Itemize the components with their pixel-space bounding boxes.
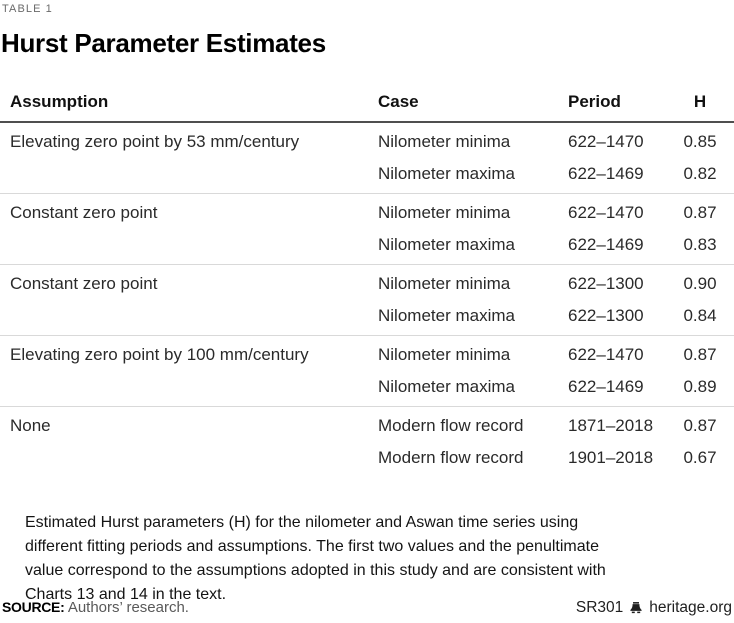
note-line: value correspond to the assumptions adop…: [25, 561, 606, 579]
table-row: Constant zero point Nilometer minima 622…: [0, 264, 734, 300]
table-number-label: TABLE 1: [2, 3, 53, 15]
header-row: Assumption Case Period H: [0, 85, 734, 123]
note-line: Charts 13 and 14 in the text.: [25, 585, 227, 603]
h-value-cell: 0.89: [683, 376, 717, 396]
table-row: Elevating zero point by 100 mm/century N…: [0, 335, 734, 371]
period-cell: 622–1470: [568, 344, 644, 364]
h-value-cell: 0.87: [683, 344, 717, 364]
period-cell: 622–1470: [568, 131, 644, 151]
case-cell: Nilometer minima: [378, 273, 511, 293]
table-row: Nilometer maxima 622–1469 0.89: [0, 371, 734, 407]
table-row: Constant zero point Nilometer minima 622…: [0, 193, 734, 229]
h-value-cell: 0.87: [683, 415, 717, 435]
case-cell: Nilometer maxima: [378, 376, 515, 396]
footer: SOURCE: Authors’ research. SR301 heritag…: [2, 599, 732, 617]
h-value-cell: 0.82: [683, 163, 717, 183]
footer-brand: SR301 heritage.org: [576, 599, 732, 617]
source-label: SOURCE:: [2, 599, 65, 615]
table-group-4: Elevating zero point by 100 mm/century N…: [0, 335, 734, 406]
case-cell: Nilometer maxima: [378, 234, 515, 254]
period-cell: 622–1469: [568, 376, 644, 396]
period-cell: 622–1300: [568, 273, 644, 293]
h-value-cell: 0.85: [683, 131, 717, 151]
table-note: Estimated Hurst parameters (H) for the n…: [25, 511, 734, 607]
table-row: Nilometer maxima 622–1469 0.83: [0, 229, 734, 265]
source-line: SOURCE: Authors’ research.: [2, 599, 189, 616]
period-cell: 1871–2018: [568, 415, 654, 435]
case-cell: Nilometer minima: [378, 131, 511, 151]
h-value-cell: 0.83: [683, 234, 717, 254]
column-header-case: Case: [368, 85, 558, 123]
period-cell: 622–1469: [568, 163, 644, 183]
case-cell: Modern flow record: [378, 415, 524, 435]
table-header: Assumption Case Period H: [0, 85, 734, 123]
table-group-2: Constant zero point Nilometer minima 622…: [0, 193, 734, 264]
case-cell: Nilometer minima: [378, 202, 511, 222]
assumption-cell: None: [10, 415, 51, 435]
column-header-h: H: [666, 85, 734, 123]
h-value-cell: 0.87: [683, 202, 717, 222]
table-row: Elevating zero point by 53 mm/century Ni…: [0, 122, 734, 158]
note-line: different fitting periods and assumption…: [25, 537, 599, 555]
assumption-cell: Elevating zero point by 100 mm/century: [10, 344, 309, 364]
h-value-cell: 0.67: [683, 447, 717, 467]
table-group-5: None Modern flow record 1871–2018 0.87 M…: [0, 406, 734, 477]
case-cell: Modern flow record: [378, 447, 524, 467]
table-group-1: Elevating zero point by 53 mm/century Ni…: [0, 122, 734, 194]
period-cell: 622–1300: [568, 305, 644, 325]
source-text: Authors’ research.: [67, 599, 189, 616]
note-line: Estimated Hurst parameters (H) for the n…: [25, 513, 579, 531]
column-header-period: Period: [558, 85, 666, 123]
table-row: Modern flow record 1901–2018 0.67: [0, 442, 734, 477]
case-cell: Nilometer maxima: [378, 163, 515, 183]
h-value-cell: 0.84: [683, 305, 717, 325]
table-title: Hurst Parameter Estimates: [1, 28, 326, 58]
heritage-org-link[interactable]: heritage.org: [649, 599, 732, 616]
table-row: Nilometer maxima 622–1469 0.82: [0, 158, 734, 194]
assumption-cell: Constant zero point: [10, 273, 158, 293]
case-cell: Nilometer maxima: [378, 305, 515, 325]
hurst-estimates-table: Assumption Case Period H Elevating zero …: [0, 85, 734, 477]
assumption-cell: Elevating zero point by 53 mm/century: [10, 131, 300, 151]
h-value-cell: 0.90: [683, 273, 717, 293]
report-id: SR301: [575, 599, 624, 616]
assumption-cell: Constant zero point: [10, 202, 158, 222]
liberty-bell-icon: [630, 602, 642, 614]
case-cell: Nilometer minima: [378, 344, 511, 364]
table-row: Nilometer maxima 622–1300 0.84: [0, 300, 734, 336]
period-cell: 1901–2018: [568, 447, 654, 467]
table-group-3: Constant zero point Nilometer minima 622…: [0, 264, 734, 335]
period-cell: 622–1470: [568, 202, 644, 222]
period-cell: 622–1469: [568, 234, 644, 254]
table-row: None Modern flow record 1871–2018 0.87: [0, 406, 734, 442]
column-header-assumption: Assumption: [0, 85, 368, 123]
